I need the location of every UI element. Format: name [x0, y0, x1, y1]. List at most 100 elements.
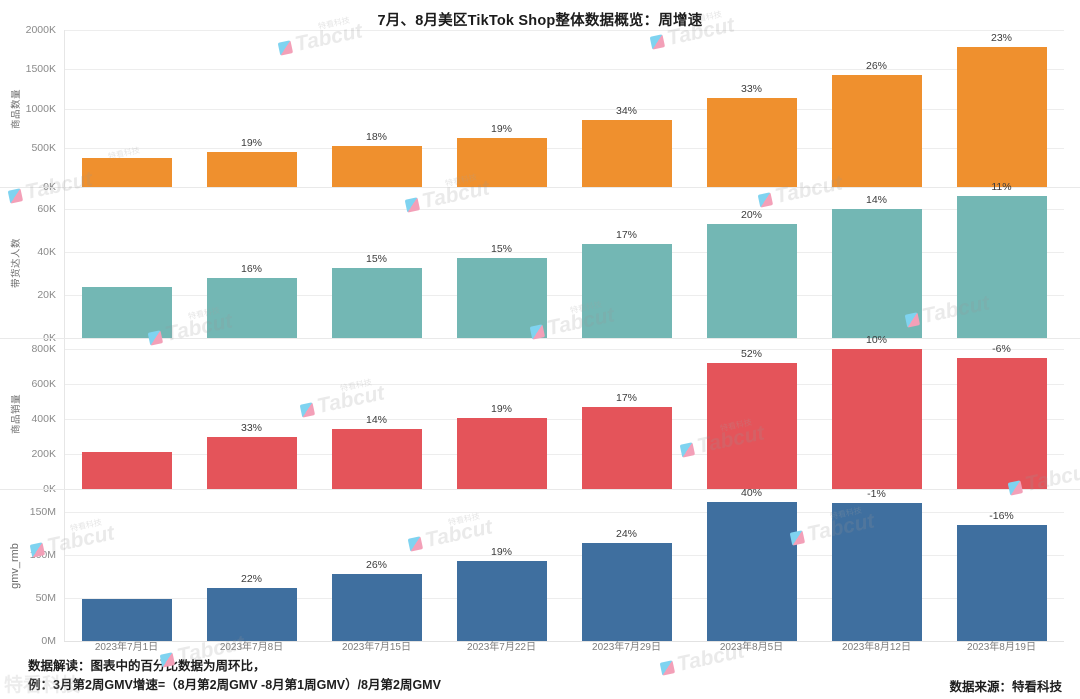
gridline — [64, 554, 1064, 556]
bar[interactable]: -1% — [831, 488, 922, 641]
y-axis-tick-label: 400K — [31, 413, 56, 426]
bar[interactable]: 23% — [956, 32, 1047, 187]
bar-cell: 19% — [439, 339, 564, 489]
bar[interactable]: 17% — [581, 392, 672, 489]
bar-data-label: 24% — [615, 527, 638, 540]
bar-data-label: 19% — [490, 545, 513, 558]
bar[interactable]: 22% — [206, 573, 297, 641]
bar-cell — [64, 339, 189, 489]
bar-cell: -6% — [939, 339, 1064, 489]
y-axis-tick-label: 2000K — [25, 24, 56, 36]
y-axis-tick-label: 1500K — [25, 63, 56, 76]
bar-data-label: 19% — [490, 123, 513, 136]
bar[interactable]: 52% — [706, 348, 797, 489]
chart-panel-3: gmv_rmb 0M 50M 100M 150M 22% 26% 19% 24% 40% -1% -1… — [0, 487, 1080, 647]
bar-data-label: 26% — [865, 59, 888, 72]
bar[interactable]: 17% — [581, 229, 672, 338]
bar[interactable]: 19% — [456, 123, 547, 187]
bar[interactable]: 14% — [831, 194, 922, 338]
y-axis-label-text: 带货达人数 — [11, 237, 22, 289]
y-axis-label-text: 商品销量 — [11, 393, 22, 435]
bar[interactable]: 20% — [706, 209, 797, 338]
bar-data-label: 52% — [740, 348, 763, 361]
gridline — [64, 147, 1064, 149]
bar-data-label: 11% — [991, 180, 1012, 193]
bar-series: 33% 14% 19% 17% 52% 10% -6% — [64, 334, 1064, 489]
bar-cell: 17% — [564, 339, 689, 489]
bar-data-label: 33% — [240, 421, 263, 434]
bar-cell: 33% — [689, 30, 814, 187]
x-axis-tick-label: 2023年7月1日 — [94, 642, 159, 653]
bar-cell: 14% — [314, 339, 439, 489]
bar-data-label: 34% — [615, 104, 638, 117]
bar[interactable]: 11% — [956, 181, 1047, 338]
bar-data-label: 15% — [365, 253, 388, 266]
y-axis-label-text: 商品数量 — [11, 88, 22, 129]
bar[interactable]: 24% — [581, 528, 672, 641]
bar-cell: 17% — [564, 188, 689, 338]
x-axis-tick-label: 2023年8月5日 — [719, 642, 784, 653]
bar-cell: 26% — [314, 490, 439, 641]
y-axis-line — [64, 490, 65, 641]
plot-area: 0K 20K 40K 60K 16% 15% 15% 17% 20% 14% 11% — [37, 181, 1064, 344]
bar-data-label: 14% — [365, 413, 388, 426]
bar[interactable] — [81, 598, 172, 641]
x-axis: 2023年7月1日 2023年7月8日 2023年7月15日 2023年7月22日 20… — [64, 638, 1064, 656]
y-axis-tick-label: 100M — [29, 548, 56, 561]
bar[interactable]: -16% — [956, 510, 1047, 641]
bar-data-label: 16% — [240, 263, 263, 275]
bar[interactable]: 19% — [206, 137, 297, 187]
y-axis-label: 带货达人数 — [6, 188, 24, 338]
bar[interactable]: 15% — [331, 253, 422, 338]
bar[interactable]: 18% — [331, 131, 422, 187]
x-axis-tick-label: 2023年8月19日 — [967, 642, 1036, 653]
chart-panel-0: 商品数量 0K 500K 1000K 1500K 2000K 19% 18% 19% 34% 33%… — [0, 24, 1080, 193]
y-axis-tick-label: 40K — [37, 246, 56, 259]
y-axis-tick-label: 150M — [29, 505, 56, 518]
footer-note-line2: 例：3月第2周GMV增速=（8月第2周GMV -8月第1周GMV）/8月第2周G… — [28, 678, 441, 692]
bar-data-label: 40% — [740, 487, 763, 500]
bar-data-label: 33% — [740, 83, 763, 96]
bar[interactable] — [81, 451, 172, 489]
bar[interactable]: 34% — [581, 105, 672, 187]
bar[interactable]: 33% — [206, 422, 297, 489]
bar[interactable]: 14% — [331, 414, 422, 489]
bar[interactable]: 26% — [831, 60, 922, 187]
bar[interactable]: 10% — [831, 334, 922, 489]
panels-stack: 商品数量 0K 500K 1000K 1500K 2000K 19% 18% 19% 34% 33%… — [0, 24, 1080, 647]
x-axis-tick-label: 2023年7月8日 — [219, 642, 284, 653]
bar-cell: 10% — [814, 334, 939, 489]
bar[interactable]: 19% — [456, 546, 547, 641]
bar[interactable]: 19% — [456, 403, 547, 489]
bar[interactable]: 26% — [331, 559, 422, 641]
chart-panel-1: 带货达人数 0K 20K 40K 60K 16% 15% 15% 17% 20% 14% 11% — [0, 181, 1080, 344]
bar-cell: 15% — [439, 188, 564, 338]
bar[interactable]: 16% — [206, 263, 297, 338]
y-axis-tick-label: 20K — [37, 289, 56, 302]
bar-cell: 26% — [814, 30, 939, 187]
bar-data-label: -1% — [867, 487, 886, 500]
bar-data-label: 19% — [240, 137, 263, 150]
y-axis-tick-label: 600K — [31, 378, 56, 391]
bar[interactable] — [81, 157, 172, 187]
bar[interactable]: 15% — [456, 243, 547, 338]
y-axis-tick-label: 0M — [41, 635, 56, 647]
bar[interactable] — [81, 286, 172, 338]
bar[interactable]: 40% — [706, 487, 797, 641]
bar-cell: 34% — [564, 30, 689, 187]
bar-series: 19% 18% 19% 34% 33% 26% 23% — [64, 30, 1064, 187]
chart-panel-2: 商品销量 0K 200K 400K 600K 800K 33% 14% 19% 17% 52% 10%… — [0, 334, 1080, 495]
bar-cell: 24% — [564, 490, 689, 641]
gridline — [64, 349, 1064, 351]
bar-data-label: 19% — [490, 402, 513, 415]
gridline — [64, 69, 1064, 71]
bar-cell: 19% — [439, 490, 564, 641]
bar-series: 22% 26% 19% 24% 40% -1% -16% — [64, 487, 1064, 641]
gridline — [64, 295, 1064, 297]
bar[interactable]: -6% — [956, 343, 1047, 489]
bar-data-label: 20% — [740, 209, 763, 222]
gridline — [64, 108, 1064, 110]
bar-cell — [64, 30, 189, 187]
bar[interactable]: 33% — [706, 83, 797, 187]
